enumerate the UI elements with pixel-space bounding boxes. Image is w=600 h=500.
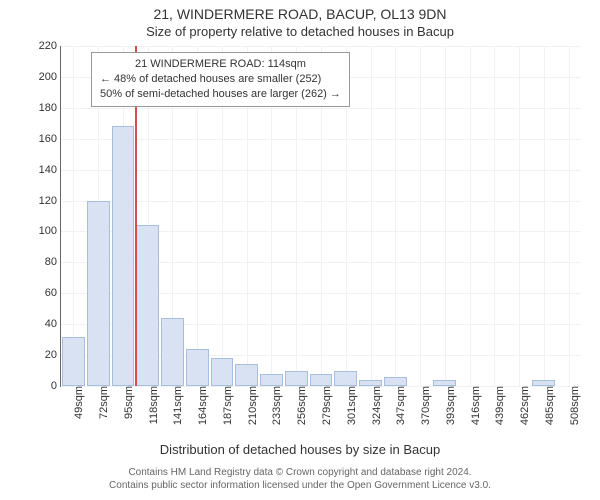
chart-container: 21, WINDERMERE ROAD, BACUP, OL13 9DN Siz…	[0, 0, 600, 500]
x-tick-label: 72sqm	[94, 386, 110, 419]
y-tick-label: 220	[39, 40, 61, 52]
gridline-v	[519, 46, 520, 386]
bar	[384, 377, 407, 386]
y-tick-label: 120	[39, 195, 61, 207]
x-tick-label: 439sqm	[490, 386, 506, 425]
y-tick-label: 60	[45, 287, 61, 299]
bar	[161, 318, 184, 386]
y-tick-label: 180	[39, 102, 61, 114]
x-tick-label: 370sqm	[416, 386, 432, 425]
x-tick-label: 347sqm	[391, 386, 407, 425]
x-tick-label: 324sqm	[367, 386, 383, 425]
annotation-line-3: 50% of semi-detached houses are larger (…	[100, 87, 341, 102]
bar	[285, 371, 308, 386]
gridline-v	[569, 46, 570, 386]
y-tick-label: 140	[39, 164, 61, 176]
bar	[433, 380, 456, 386]
x-tick-label: 279sqm	[317, 386, 333, 425]
x-tick-label: 141sqm	[168, 386, 184, 425]
annotation-line-1: 21 WINDERMERE ROAD: 114sqm	[100, 57, 341, 72]
y-tick-label: 200	[39, 71, 61, 83]
x-axis-label: Distribution of detached houses by size …	[0, 442, 600, 457]
gridline-v	[470, 46, 471, 386]
x-tick-label: 233sqm	[267, 386, 283, 425]
x-tick-label: 187sqm	[218, 386, 234, 425]
bar	[211, 358, 234, 386]
bar	[112, 126, 135, 386]
y-tick-label: 40	[45, 318, 61, 330]
gridline-v	[544, 46, 545, 386]
y-tick-label: 160	[39, 133, 61, 145]
gridline-v	[395, 46, 396, 386]
footer: Contains HM Land Registry data © Crown c…	[0, 466, 600, 492]
x-tick-label: 462sqm	[515, 386, 531, 425]
footer-line-2: Contains public sector information licen…	[0, 479, 600, 492]
x-tick-label: 301sqm	[342, 386, 358, 425]
bar	[62, 337, 85, 386]
x-tick-label: 508sqm	[565, 386, 581, 425]
chart-subtitle: Size of property relative to detached ho…	[0, 24, 600, 39]
bar	[334, 371, 357, 386]
bar	[310, 374, 333, 386]
bar	[87, 201, 110, 386]
x-tick-label: 118sqm	[144, 386, 160, 424]
gridline-v	[494, 46, 495, 386]
bar	[235, 364, 258, 386]
footer-line-1: Contains HM Land Registry data © Crown c…	[0, 466, 600, 479]
chart-title: 21, WINDERMERE ROAD, BACUP, OL13 9DN	[0, 6, 600, 22]
y-tick-label: 80	[45, 256, 61, 268]
bar	[532, 380, 555, 386]
y-tick-label: 0	[51, 380, 61, 392]
x-tick-label: 393sqm	[441, 386, 457, 425]
x-tick-label: 416sqm	[466, 386, 482, 425]
x-tick-label: 256sqm	[292, 386, 308, 425]
annotation-line-2: ← 48% of detached houses are smaller (25…	[100, 72, 341, 87]
y-tick-label: 100	[39, 225, 61, 237]
x-tick-label: 210sqm	[243, 386, 259, 425]
gridline-v	[73, 46, 74, 386]
annotation-box: 21 WINDERMERE ROAD: 114sqm ← 48% of deta…	[91, 52, 350, 107]
plot-area: 02040608010012014016018020022049sqm72sqm…	[60, 46, 581, 387]
bar	[186, 349, 209, 386]
y-tick-label: 20	[45, 349, 61, 361]
bar	[136, 225, 159, 386]
x-tick-label: 95sqm	[119, 386, 135, 419]
gridline-v	[420, 46, 421, 386]
bar	[359, 380, 382, 386]
gridline-v	[371, 46, 372, 386]
bar	[260, 374, 283, 386]
x-tick-label: 485sqm	[540, 386, 556, 425]
gridline-v	[445, 46, 446, 386]
x-tick-label: 49sqm	[69, 386, 85, 419]
x-tick-label: 164sqm	[193, 386, 209, 425]
